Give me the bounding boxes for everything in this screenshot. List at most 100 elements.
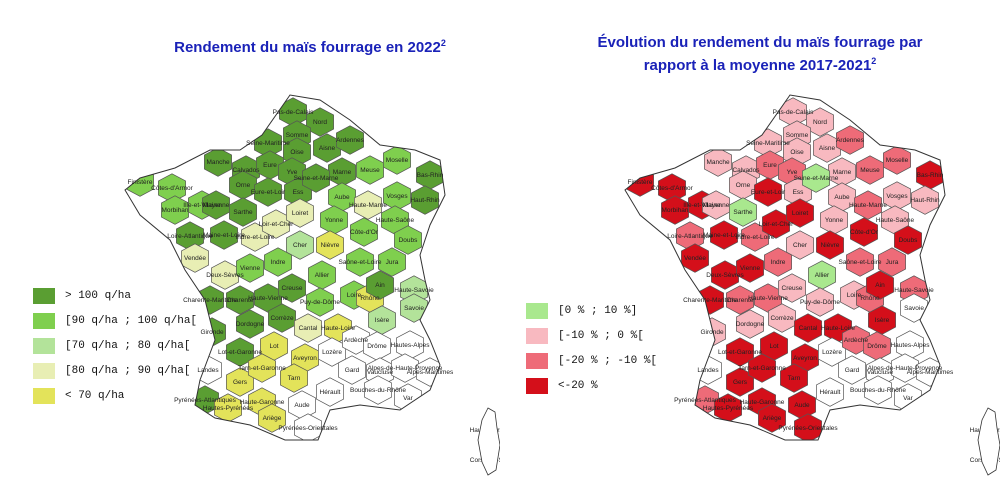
- department-creuse: [778, 273, 806, 303]
- label-aveyron: Aveyron: [293, 355, 317, 362]
- label-ariege: Ariège: [263, 415, 282, 422]
- label-haute-marne: Haute-Marne: [849, 202, 887, 209]
- department-maine-et-loire: [210, 220, 238, 250]
- label-orne: Orne: [236, 182, 251, 189]
- label-sarthe: Sarthe: [233, 209, 253, 216]
- label-vienne: Vienne: [740, 265, 761, 272]
- label-loire-atlantique: Loire-Atlantique: [667, 233, 713, 240]
- department-seine-et-marne: [302, 163, 330, 193]
- label-seine-et-marne: Seine-et-Marne: [294, 175, 339, 182]
- label-yvelines: Yve: [287, 169, 298, 176]
- label-bas-rhin: Bas-Rhin: [917, 172, 944, 179]
- label-finistere: Finistère: [128, 179, 153, 186]
- department-eure-et-loir: [754, 177, 782, 207]
- label-jura: Jura: [886, 259, 899, 266]
- label-puy-de-dome: Puy-de-Dôme: [800, 299, 840, 306]
- department-eure-et-loir: [254, 177, 282, 207]
- label-eure: Eure: [763, 162, 777, 169]
- label-haute-garonne: Haute-Garonne: [740, 399, 785, 406]
- right-legend: [0 % ; 10 %] [-10 % ; 0 %[[-20 % ; -10 %[…: [526, 298, 657, 398]
- map-right-departments: [626, 97, 944, 440]
- legend-swatch: [526, 327, 548, 344]
- label-tarn-et-garonne: Tarn-et-Garonne: [238, 365, 286, 372]
- legend-item: <-20 %: [526, 373, 657, 398]
- label-meuse: Meuse: [860, 167, 880, 174]
- label-charente-maritime: Charente-Maritime: [683, 297, 737, 304]
- department-charente: [226, 285, 254, 315]
- department-haut-rhin: [411, 185, 439, 215]
- label-hautes-alpes: Hautes-Alpes: [890, 342, 930, 349]
- department-tarn-et-garonne: [248, 353, 276, 383]
- department-haute-marne: [354, 190, 382, 220]
- department-nord: [306, 107, 334, 137]
- label-haute-saone: Haute-Saône: [876, 217, 915, 224]
- department-sarthe: [229, 197, 257, 227]
- label-oise: Oise: [290, 149, 304, 156]
- label-vaucluse: Vaucluse: [867, 369, 894, 376]
- department-gard: [838, 355, 866, 385]
- label-ardennes: Ardennes: [836, 137, 865, 144]
- label-vienne: Vienne: [240, 265, 261, 272]
- label-ardeche: Ardèche: [344, 337, 369, 344]
- legend-label: [-20 % ; -10 %[: [558, 354, 658, 367]
- label-correze: Corrèze: [270, 315, 294, 322]
- label-jura: Jura: [386, 259, 399, 266]
- label-lozere: Lozère: [322, 349, 342, 356]
- right-title-sup: 2: [871, 56, 877, 66]
- label-gironde: Gironde: [200, 329, 224, 336]
- department-nievre: [816, 230, 844, 260]
- label-mayenne: Mayenne: [703, 202, 730, 209]
- label-vosges: Vosges: [386, 193, 408, 200]
- label-meuse: Meuse: [360, 167, 380, 174]
- label-rhone: Rhône: [860, 295, 880, 302]
- department-maine-et-loire: [710, 220, 738, 250]
- right-france-map: Pas-de-Calais Nord SommeSeine-MaritimeOise…: [624, 94, 1000, 476]
- department-manche: [204, 147, 232, 177]
- department-jura: [378, 247, 406, 277]
- department-lot-et-garonne: [226, 337, 254, 367]
- department-pyrenees-orientales: [794, 413, 822, 440]
- department-ariege: [758, 403, 786, 433]
- label-cotes-d-armor: Côtes-d'Armor: [151, 185, 194, 192]
- label-haut-rhin: Haut-Rhin: [410, 197, 440, 204]
- label-lozere: Lozère: [822, 349, 842, 356]
- legend-swatch: [33, 287, 55, 304]
- department-alpes-de-haute-provence: [891, 353, 919, 383]
- label-aube: Aube: [834, 194, 850, 201]
- department-savoie: [900, 293, 928, 323]
- label-haute-garonne: Haute-Garonne: [240, 399, 285, 406]
- label-lot-et-garonne: Lot-et-Garonne: [718, 349, 762, 356]
- label-calvados: Calvados: [232, 167, 260, 174]
- department-lot-et-garonne: [726, 337, 754, 367]
- department-cantal: [294, 313, 322, 343]
- department-correze: [768, 303, 796, 333]
- label-ardeche: Ardèche: [844, 337, 869, 344]
- label-nord: Nord: [313, 119, 327, 126]
- label-cote-d-or: Côte-d'Or: [850, 229, 879, 236]
- label-gard: Gard: [845, 367, 860, 374]
- department-herault: [316, 377, 344, 407]
- label-vosges: Vosges: [886, 193, 908, 200]
- label-pas-de-calais: Pas-de-Calais: [273, 109, 315, 116]
- label-dordogne: Dordogne: [236, 321, 265, 328]
- department-moselle: [883, 145, 911, 175]
- label-lot: Lot: [769, 343, 778, 350]
- label-tarn-et-garonne: Tarn-et-Garonne: [738, 365, 786, 372]
- label-loir-et-cher: Loir-et-Cher: [259, 221, 295, 228]
- department-haut-rhin: [911, 185, 939, 215]
- department-sarthe: [729, 197, 757, 227]
- label-bouches-du-rhone: Bouches-du-Rhône: [850, 387, 906, 394]
- legend-item: [-20 % ; -10 %[: [526, 348, 657, 373]
- label-eure-et-loir: Eure-et-Loir: [751, 189, 786, 196]
- label-haute-loire: Haute-Loire: [321, 325, 355, 332]
- label-indre-et-loire: Indre-et-Loire: [735, 234, 774, 241]
- label-eure: Eure: [263, 162, 277, 169]
- department-loiret: [286, 198, 314, 228]
- label-haute-saone: Haute-Saône: [376, 217, 415, 224]
- department-vienne: [236, 253, 264, 283]
- label-ariege: Ariège: [763, 415, 782, 422]
- legend-label: > 100 q/ha: [65, 289, 132, 302]
- label-dordogne: Dordogne: [736, 321, 765, 328]
- label-cher: Cher: [793, 242, 808, 249]
- department-morbihan: [161, 195, 189, 225]
